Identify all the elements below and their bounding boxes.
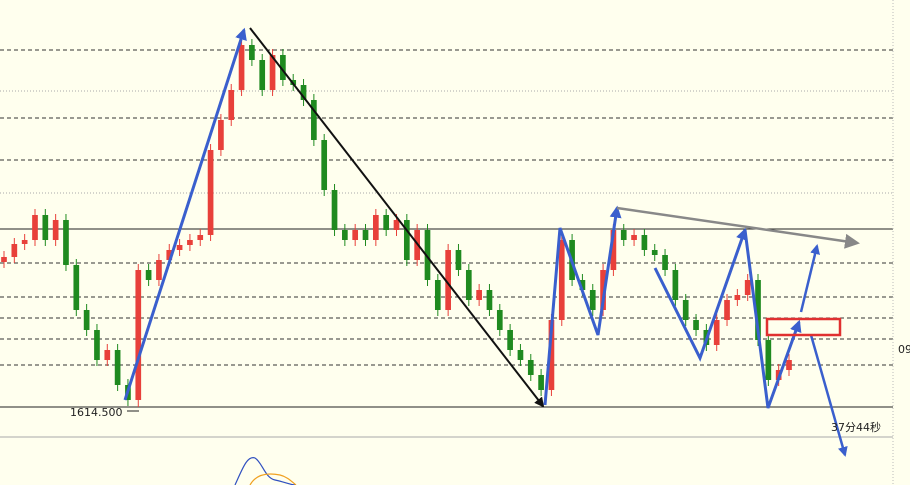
candle-body	[538, 375, 544, 390]
candle-body	[693, 320, 699, 330]
candle-body	[662, 255, 668, 270]
levels	[0, 49, 893, 408]
zigzag-arrow	[543, 205, 622, 406]
candle-body	[218, 120, 224, 150]
candle-body	[558, 240, 565, 320]
candle-body	[238, 45, 245, 90]
candle-body	[724, 300, 730, 320]
zigzag-arrow	[743, 229, 802, 409]
low-price-label: 1614.500	[70, 406, 123, 419]
candle-body	[311, 100, 317, 140]
candle-body	[465, 270, 472, 300]
candle-body	[83, 310, 90, 330]
candle-body	[63, 220, 69, 265]
candle-body	[486, 290, 493, 310]
candle-body	[1, 257, 7, 262]
candle-body	[403, 220, 410, 260]
candle-body	[114, 350, 121, 385]
candle-body	[496, 310, 503, 330]
candle-body	[352, 230, 359, 240]
indicator-panel	[234, 457, 297, 485]
candle-body	[517, 350, 524, 360]
candle-body	[434, 280, 441, 310]
candle-body	[73, 265, 80, 310]
candle-body	[32, 215, 38, 240]
candle-body	[383, 215, 390, 230]
candle-body	[176, 245, 183, 250]
candle-body	[651, 250, 658, 255]
candle-body	[21, 240, 28, 244]
candle-body	[744, 280, 751, 295]
candle-body	[249, 45, 255, 60]
trend-arrow	[249, 27, 545, 408]
candle-body	[197, 235, 204, 240]
candle-body	[641, 235, 648, 250]
zigzag-arrow	[653, 227, 748, 362]
candle-body	[682, 300, 689, 320]
candle-body	[424, 230, 431, 280]
scenario-arrow	[799, 244, 820, 313]
candle-body	[228, 90, 235, 120]
candle-body	[259, 60, 266, 90]
candle-body	[620, 230, 627, 240]
candle-body	[445, 250, 451, 310]
candle-body	[589, 290, 596, 310]
candle-body	[507, 330, 513, 350]
resistance-arrow	[616, 206, 860, 249]
candle-body	[94, 330, 100, 360]
candle-body	[786, 360, 792, 370]
scenario-arrow	[809, 334, 848, 457]
candle-body	[269, 55, 276, 90]
candle-body	[52, 220, 59, 240]
candle-body	[156, 260, 162, 280]
candles	[1, 39, 792, 407]
candle-body	[11, 244, 18, 257]
candle-body	[145, 270, 152, 280]
candle-body	[455, 250, 462, 270]
candle-body	[476, 290, 482, 300]
countdown-timer: 37分44秒	[831, 420, 881, 434]
candle-body	[207, 150, 214, 235]
candle-body	[373, 215, 379, 240]
candle-body	[362, 230, 369, 240]
candle-body	[42, 215, 49, 240]
candle-body	[755, 280, 761, 340]
candle-body	[527, 360, 534, 375]
candle-body	[393, 220, 400, 230]
candle-body	[280, 55, 286, 80]
indicator-line	[234, 457, 297, 485]
candle-body	[187, 240, 193, 245]
candle-body	[548, 320, 555, 390]
candle-body	[135, 270, 142, 400]
target-box	[765, 317, 842, 337]
candle-body	[713, 320, 720, 345]
indicator-line	[249, 473, 297, 485]
candle-body	[765, 340, 772, 380]
candle-body	[321, 140, 328, 190]
candle-body	[600, 270, 606, 310]
candle-body	[300, 85, 307, 100]
edge-price: 09	[898, 343, 910, 356]
annotations	[123, 27, 860, 457]
candle-body	[342, 230, 348, 240]
candle-body	[631, 235, 637, 240]
candle-body	[331, 190, 338, 230]
candle-body	[579, 280, 586, 290]
candle-body	[104, 350, 111, 360]
candle-body	[166, 250, 173, 260]
candle-body	[672, 270, 679, 300]
candle-body	[610, 230, 617, 270]
trend-arrow	[123, 27, 247, 401]
candle-body	[734, 295, 741, 300]
